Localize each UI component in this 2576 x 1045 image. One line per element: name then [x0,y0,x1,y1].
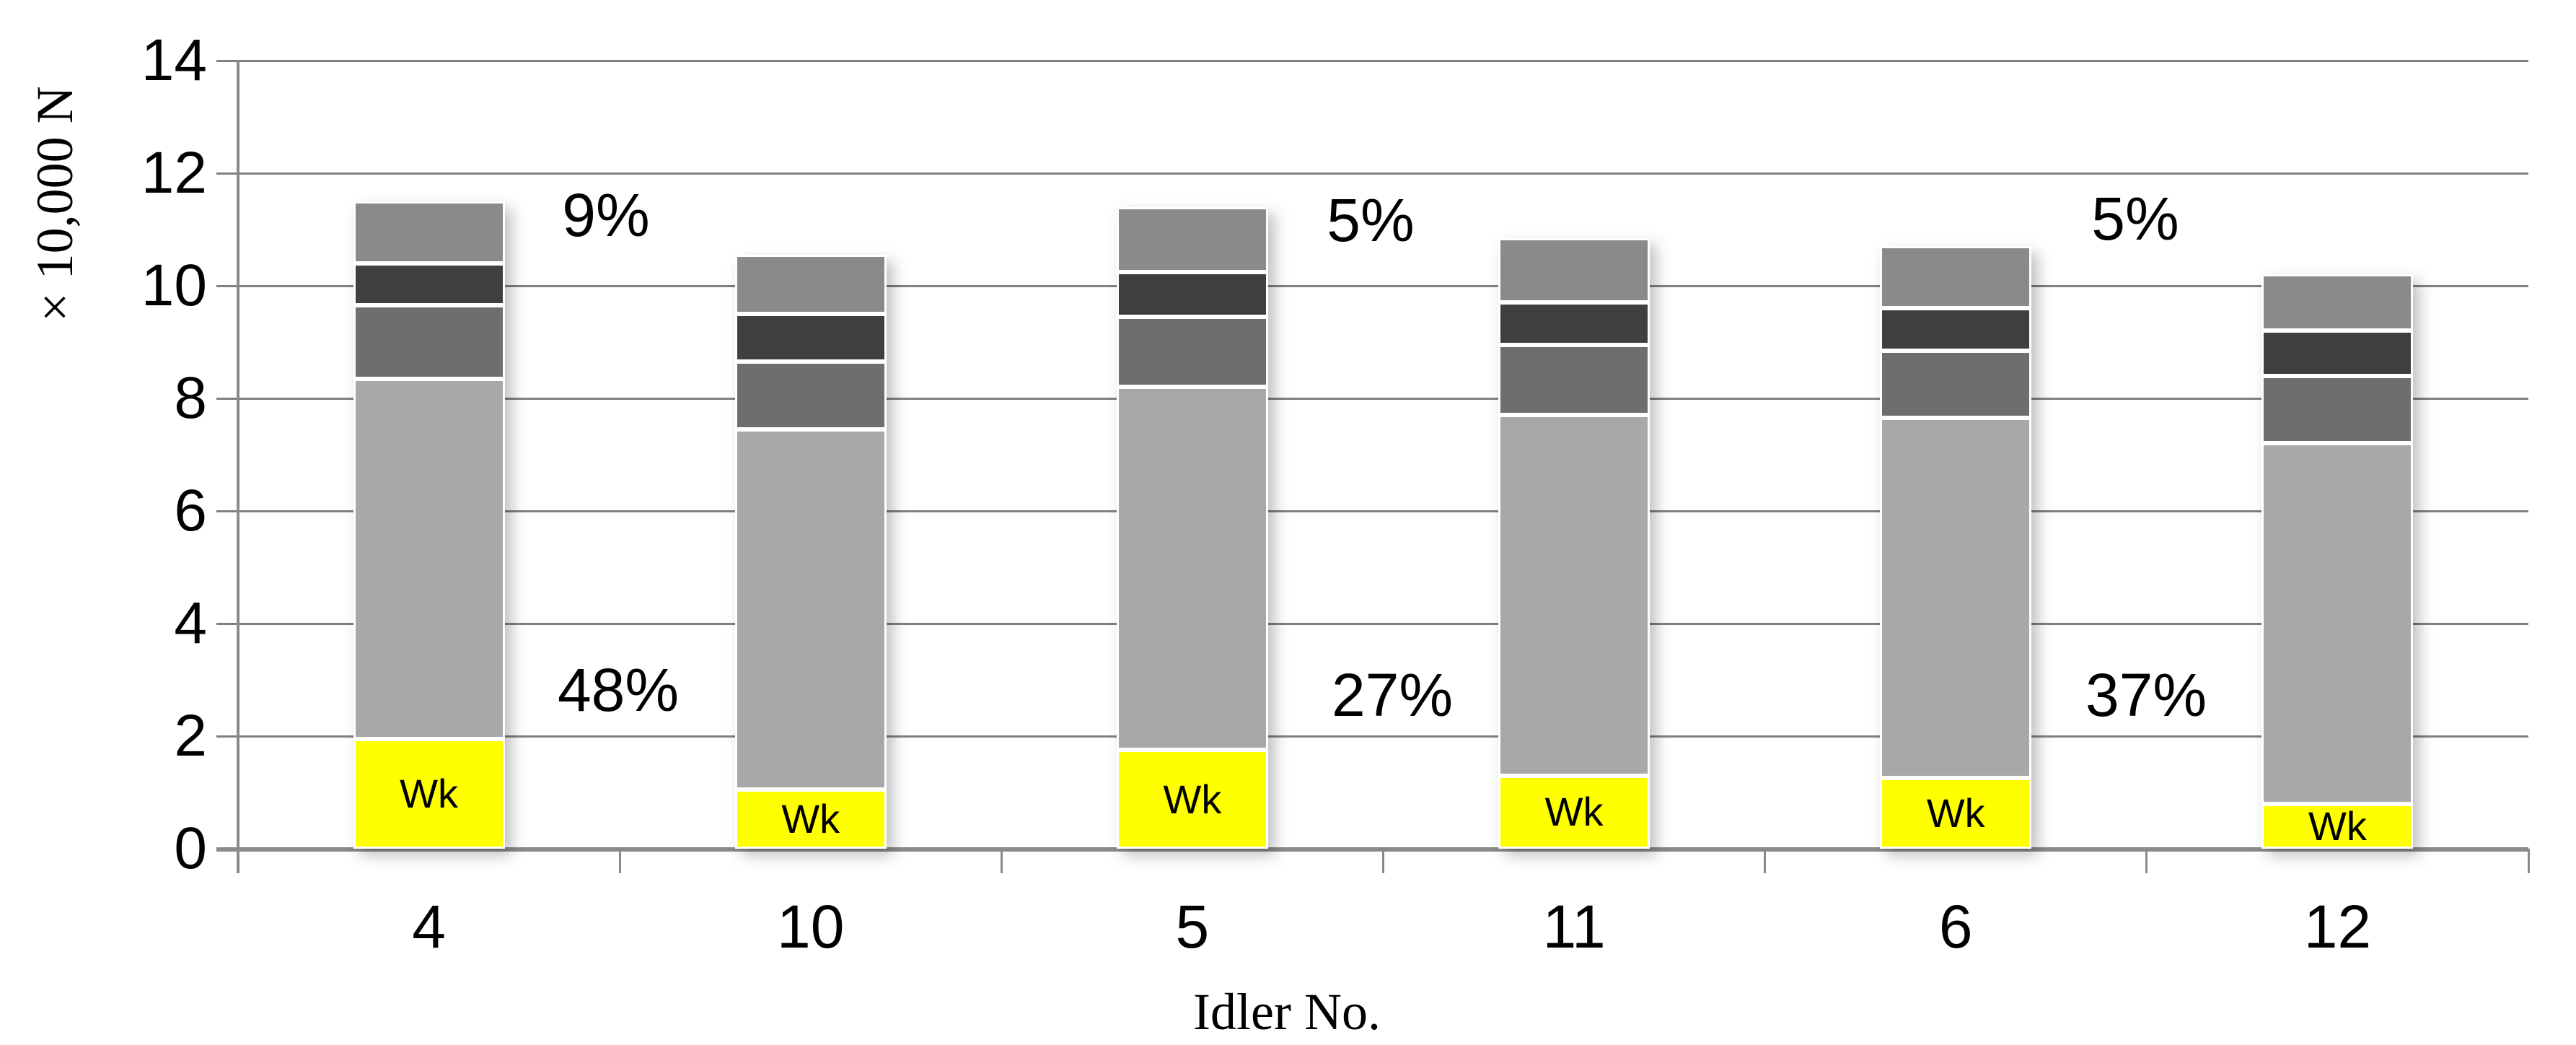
stacked-bar-idler-4: Wk [353,201,505,849]
bar-segment-gray-top [734,255,887,315]
bar-segment-gray-medium [734,362,887,429]
stacked-bar-idler-11: Wk [1498,237,1650,849]
bar-segment-Wk: Wk [353,738,505,849]
x-tick-label: 11 [1542,893,1606,961]
y-tick-label: 14 [141,27,207,93]
x-tick-label: 4 [412,893,446,961]
bar-segment-gray-dark [353,263,505,306]
gridline-y-6 [216,510,2528,512]
stacked-bar-idler-6: Wk [1880,246,2032,849]
bar-segment-gray-dark [734,314,887,362]
bar-segment-gray-light [1116,387,1268,751]
y-tick-label: 2 [174,703,207,769]
x-tick-label: 6 [1938,893,1973,961]
bar-segment-Wk: Wk [2261,803,2414,849]
gridline-y-14 [216,59,2528,62]
bar-label-wk: Wk [400,770,458,816]
bar-segment-gray-medium [1498,344,1650,416]
bar-segment-gray-medium [1116,316,1268,388]
bar-segment-gray-light [1880,418,2032,779]
x-tick-label: 5 [1175,893,1210,961]
gridline-y-4 [216,622,2528,625]
bar-segment-Wk: Wk [1880,778,2032,849]
gridline-y-2 [216,735,2528,738]
y-tick-label: 6 [174,478,207,543]
x-tick-label: 12 [2303,893,2372,961]
x-axis-tick [237,849,239,873]
gridline-y-10 [216,284,2528,287]
bar-label-wk: Wk [781,796,840,842]
x-tick-label: 10 [777,893,845,961]
x-axis-tick [618,849,621,873]
bar-segment-Wk: Wk [1498,775,1650,849]
y-tick-label: 8 [174,365,207,431]
stacked-bar-idler-12: Wk [2261,274,2414,849]
stacked-bar-idler-5: Wk [1116,206,1268,849]
percent-annotation: 37% [2085,661,2207,729]
stacked-bar-idler-10: Wk [734,255,887,849]
percent-annotation: 27% [1331,661,1454,729]
x-axis-tick [2527,849,2530,873]
bar-segment-gray-light [2261,443,2414,804]
x-axis-title: Idler No. [1193,983,1381,1041]
bar-segment-gray-light [734,429,887,790]
bar-segment-gray-dark [2261,331,2414,376]
x-axis-tick [2145,849,2148,873]
percent-annotation: 48% [557,656,680,724]
x-axis-tick [1764,849,1767,873]
gridline-y-8 [216,397,2528,400]
gridline-y-12 [216,172,2528,175]
bar-segment-gray-top [1116,206,1268,272]
bar-segment-gray-dark [1880,308,2032,351]
y-tick-label: 12 [141,140,207,206]
bar-segment-Wk: Wk [1116,750,1268,849]
bar-segment-Wk: Wk [734,790,887,849]
bar-segment-gray-medium [353,305,505,379]
bar-segment-gray-dark [1498,302,1650,345]
y-tick-label: 10 [141,253,207,318]
bar-label-wk: Wk [1926,790,1985,836]
bar-label-wk: Wk [2308,803,2367,849]
bar-segment-gray-medium [1880,350,2032,419]
x-axis-tick [1382,849,1384,873]
bar-label-wk: Wk [1544,789,1604,835]
bar-segment-gray-light [353,378,505,739]
percent-annotation: 9% [562,181,650,249]
percent-annotation: 5% [1327,186,1415,254]
bar-label-wk: Wk [1163,776,1222,822]
bar-segment-gray-top [1498,237,1650,303]
y-tick-label: 0 [174,816,207,881]
bar-segment-gray-light [1498,415,1650,776]
y-axis-line [237,61,239,873]
bar-segment-gray-dark [1116,271,1268,317]
bar-segment-gray-top [1880,246,2032,309]
percent-annotation: 5% [2091,185,2179,253]
y-tick-label: 4 [174,590,207,656]
bar-segment-gray-medium [2261,375,2414,444]
bar-segment-gray-top [2261,274,2414,331]
x-axis-line [216,847,2528,852]
bar-segment-gray-top [353,201,505,263]
x-axis-tick [1000,849,1003,873]
